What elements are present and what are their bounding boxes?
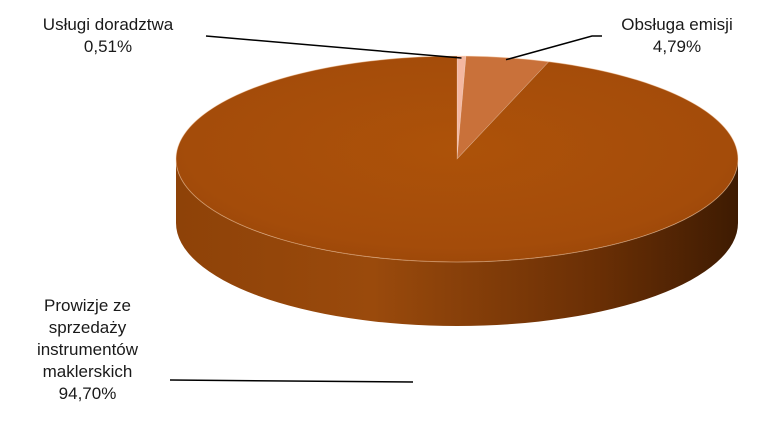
- data-label-uslugi-doradztwa: Usługi doradztwa 0,51%: [8, 14, 208, 58]
- slice-name-line: instrumentów: [36, 340, 139, 359]
- slice-name: Usługi doradztwa: [42, 15, 174, 34]
- slice-percent: 4,79%: [652, 37, 702, 56]
- pie-slice-1: [456, 55, 550, 160]
- data-label-prowizje: Prowizje ze sprzedaży instrumentów makle…: [0, 295, 175, 405]
- pie-slice-0: [456, 55, 467, 160]
- slice-name-line: sprzedaży: [48, 318, 127, 337]
- leader-line-obsluga-emisji: [505, 35, 602, 61]
- pie-slice-2: [175, 55, 739, 263]
- slice-name: Obsługa emisji: [621, 15, 733, 34]
- pie-side-wall: [176, 159, 738, 326]
- pie-rim: [175, 55, 739, 263]
- slice-name-line: maklerskich: [42, 362, 133, 381]
- data-label-obsluga-emisji: Obsługa emisji 4,79%: [592, 14, 762, 58]
- leader-line-uslugi-doradztwa: [205, 35, 462, 59]
- slice-percent: 94,70%: [58, 384, 117, 403]
- slice-name-line: Prowizje ze: [44, 296, 131, 315]
- leader-line-prowizje: [169, 379, 414, 383]
- slice-percent: 0,51%: [83, 37, 133, 56]
